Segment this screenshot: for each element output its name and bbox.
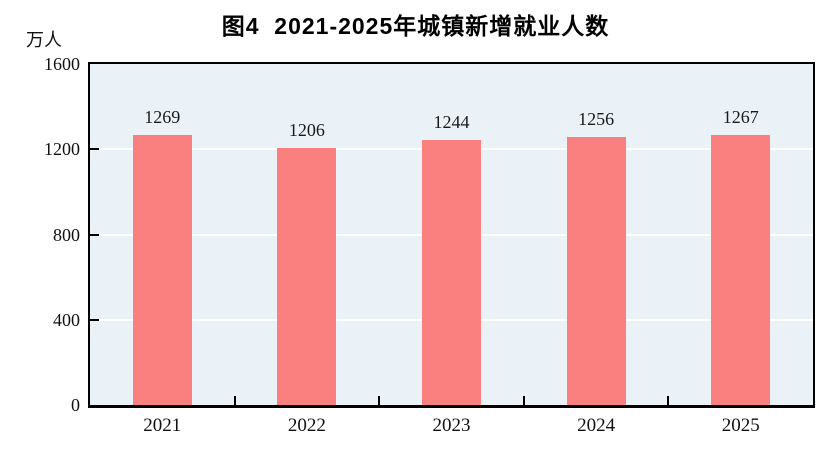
y-axis-tick-400 — [90, 318, 99, 321]
y-axis-label-800: 800 — [53, 224, 80, 245]
bar-value-label-2025: 1267 — [722, 106, 759, 127]
bar-value-label-2023: 1244 — [433, 111, 470, 132]
bar-2025 — [711, 134, 771, 405]
x-axis-label-2025: 2025 — [721, 415, 760, 436]
bar-value-label-2024: 1256 — [578, 109, 615, 130]
y-axis-label-0: 0 — [71, 395, 80, 415]
x-axis-label-2022: 2022 — [287, 415, 326, 436]
bar-2023 — [422, 139, 481, 405]
x-axis-tick-2 — [378, 396, 381, 405]
plot-area: 1269 1206 1244 1256 1267 — [88, 62, 815, 408]
chart-title: 图4 2021-2025年城镇新增就业人数 — [221, 13, 610, 39]
bar-2022 — [277, 147, 337, 405]
y-axis-label-400: 400 — [53, 309, 80, 330]
x-axis-label-2021: 2021 — [143, 415, 182, 436]
x-axis-tick-1 — [233, 396, 236, 405]
bar-value-label-2022: 1206 — [288, 119, 325, 140]
x-axis-label-2024: 2024 — [577, 415, 616, 436]
x-axis-tick-3 — [522, 396, 525, 405]
x-axis-tick-4 — [667, 396, 670, 405]
bar-2024 — [566, 137, 626, 405]
bar-2021 — [132, 134, 192, 405]
bar-value-label-2021: 1269 — [144, 106, 181, 127]
y-axis-label-1200: 1200 — [44, 139, 80, 160]
x-axis-label-2023: 2023 — [432, 415, 471, 436]
y-axis-tick-1200 — [90, 148, 99, 151]
y-axis-tick-800 — [90, 233, 99, 236]
y-axis-label-1600: 1600 — [44, 54, 80, 74]
y-axis-unit-label: 万人 — [26, 30, 62, 50]
